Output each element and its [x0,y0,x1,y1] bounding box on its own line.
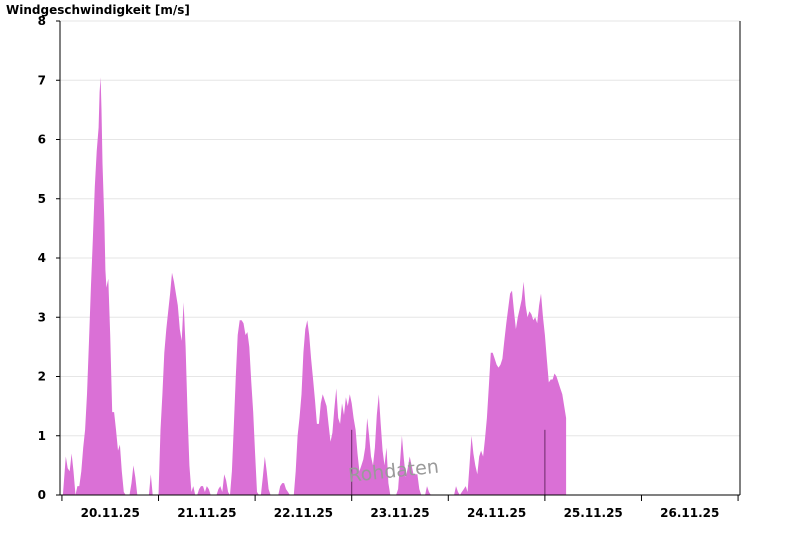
y-tick-label: 7 [38,73,46,87]
x-tick-label: 20.11.25 [81,506,140,520]
watermark-label: Rohdaten [347,456,440,487]
gridlines [60,20,740,437]
y-tick-label: 6 [38,133,46,147]
x-axis-ticks: 20.11.25 21.11.25 22.11.25 23.11.25 24.11.25… [61,495,739,520]
chart-title: Windgeschwindigkeit [m/s] [6,3,190,17]
wind-speed-area-series [60,77,567,496]
x-tick-label: 24.11.25 [467,506,526,520]
x-tick-label: 23.11.25 [370,506,429,520]
x-tick-label: 22.11.25 [274,506,333,520]
y-tick-label: 1 [38,429,46,443]
plot-area [60,77,567,496]
x-tick-label: 25.11.25 [564,506,623,520]
y-tick-label: 2 [38,370,46,384]
x-tick-label: 21.11.25 [177,506,236,520]
y-tick-label: 0 [38,488,46,502]
x-tick-label: 26.11.25 [660,506,719,520]
y-tick-label: 4 [38,251,46,265]
y-tick-label: 8 [38,14,46,28]
y-tick-label: 3 [38,310,46,324]
y-tick-label: 5 [38,192,46,206]
y-axis-ticks: 0 1 2 3 4 5 6 7 8 [38,14,60,502]
